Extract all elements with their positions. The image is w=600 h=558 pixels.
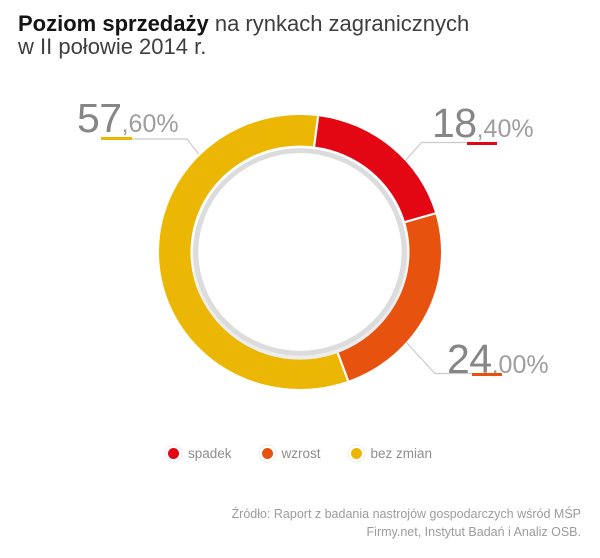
legend-dot-wzrost: [261, 448, 273, 459]
segment-separator: [312, 115, 320, 149]
legend: spadek wzrost bez zmian: [0, 446, 600, 461]
callout-underline-bez-zmian: [101, 137, 132, 140]
legend-item-bez-zmian: bez zmian: [350, 446, 433, 461]
segment-separator: [335, 349, 350, 383]
legend-label-bez-zmian: bez zmian: [370, 446, 433, 461]
source-line-1: Źródło: Raport z badania nastrojów gospo…: [231, 507, 581, 521]
callout-line-spadek: [405, 141, 468, 161]
callout-spadek: 18,40%: [432, 100, 534, 147]
segment-separator: [402, 212, 437, 224]
segment-separators: [312, 115, 437, 383]
title-line-1: Poziom sprzedaży na rynkach zagranicznyc…: [18, 11, 470, 36]
callout-bez-zmian-value: 57: [77, 95, 122, 141]
legend-item-spadek: spadek: [167, 446, 232, 461]
inner-ring: [193, 148, 407, 356]
title-line-2: w II połowie 2014 r.: [18, 33, 207, 59]
legend-dot-spadek: [167, 448, 179, 459]
chart-title: Poziom sprzedaży na rynkach zagranicznyc…: [18, 11, 470, 59]
source-line-2: Firmy.net, Instytut Badań i Analiz OSB.: [366, 524, 581, 539]
source-note: Źródło: Raport z badania nastrojów gospo…: [232, 506, 581, 541]
donut-segment-bez-zmian: [159, 114, 349, 390]
callout-spadek-decimal: ,40%: [476, 115, 534, 143]
legend-item-wzrost: wzrost: [261, 446, 321, 461]
callout-bez-zmian: 57,60%: [77, 95, 179, 142]
callout-bez-zmian-decimal: ,60%: [121, 110, 179, 138]
legend-label-spadek: spadek: [187, 446, 232, 461]
callout-line-wzrost: [405, 341, 473, 375]
callout-underline-spadek: [467, 141, 497, 145]
legend-label-wzrost: wzrost: [281, 446, 321, 461]
callout-spadek-value: 18: [432, 100, 477, 146]
callout-underline-wzrost: [472, 372, 502, 376]
callout-line-bez-zmian: [132, 138, 199, 155]
title-bold: Poziom sprzedaży: [18, 11, 209, 36]
legend-dot-bez-zmian: [350, 448, 362, 459]
title-regular: na rynkach zagranicznych: [208, 11, 470, 36]
donut-segment-spadek: [314, 116, 436, 223]
